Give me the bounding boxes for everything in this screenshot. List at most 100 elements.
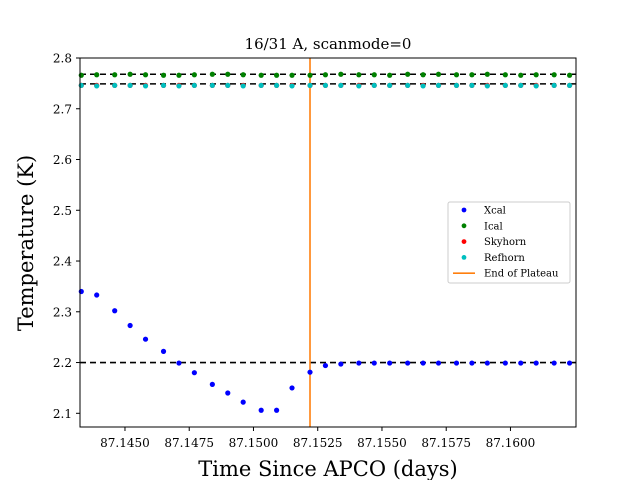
legend-marker-skyhorn [461, 239, 467, 245]
refhorn-point [225, 82, 231, 89]
ical-point [469, 72, 475, 78]
refhorn-point [551, 82, 557, 89]
refhorn-point [322, 82, 329, 89]
xcal-point [518, 360, 524, 366]
ical-point [405, 71, 411, 77]
refhorn-point [356, 83, 362, 89]
ical-point [289, 72, 295, 78]
xcal-point [387, 360, 393, 366]
xcal-point [94, 292, 100, 298]
refhorn-point [338, 82, 344, 89]
legend-marker-xcal [461, 207, 467, 213]
legend-label-xcal: Xcal [484, 206, 506, 217]
legend-label-skyhorn: Skyhorn [484, 237, 527, 248]
xcal-point [142, 336, 149, 342]
ical-point [78, 72, 84, 78]
ical-point [371, 72, 377, 78]
ical-point [112, 72, 118, 78]
legend-marker-refhorn [461, 255, 467, 260]
x-axis-label: Time Since APCO (days) [198, 457, 457, 480]
xcal-point [435, 360, 442, 366]
refhorn-point [127, 82, 133, 89]
chart-title: 16/31 A, scanmode=0 [245, 35, 412, 53]
ical-point [142, 72, 149, 78]
plot-area-frame [79, 57, 577, 428]
series-xcal [78, 288, 573, 413]
refhorn-point [502, 82, 508, 89]
ical-point [307, 72, 313, 78]
ical-point [566, 72, 573, 78]
x-tick-label: 87.1525 [293, 436, 343, 450]
ical-point [502, 72, 508, 78]
refhorn-point [533, 83, 539, 89]
x-tick-label: 87.1475 [164, 436, 214, 450]
y-axis-ticks: 2.1 2.2 2.3 2.4 2.5 2.6 2.7 2.8 [53, 52, 80, 421]
xcal-point [469, 360, 475, 366]
refhorn-point [453, 82, 460, 89]
xcal-point [225, 390, 231, 396]
xcal-point [274, 407, 280, 413]
ical-point [225, 71, 231, 77]
y-axis-label: Temperature (K) [14, 155, 38, 331]
xcal-point [420, 360, 426, 366]
x-axis-ticks: 87.1450 87.1475 87.1500 87.1525 87.1550 87.15… [100, 427, 535, 450]
refhorn-point [405, 82, 411, 89]
legend-box [447, 201, 571, 284]
refhorn-point [78, 82, 84, 89]
y-tick-label: 2.8 [53, 52, 72, 66]
refhorn-point [176, 83, 182, 89]
xcal-point [209, 381, 215, 387]
y-tick-label: 2.6 [53, 153, 72, 167]
ical-point [127, 71, 133, 77]
ical-point [209, 71, 215, 77]
xcal-point [551, 360, 557, 366]
ical-point [240, 72, 246, 78]
ical-point [453, 72, 460, 78]
refhorn-point [435, 82, 442, 89]
ical-point [435, 71, 442, 77]
refhorn-point [112, 82, 118, 89]
legend: Xcal Ical Skyhorn Refhorn End of Plateau [447, 201, 571, 284]
ical-point [533, 72, 539, 78]
xcal-point [566, 360, 573, 366]
refhorn-point [274, 82, 280, 89]
legend-label-end-of-plateau: End of Plateau [484, 269, 559, 280]
ical-point [176, 72, 182, 78]
xcal-point [322, 362, 329, 369]
refhorn-point [142, 83, 149, 89]
refhorn-point [420, 83, 426, 89]
x-tick-label: 87.1575 [421, 436, 471, 450]
xcal-point [258, 407, 264, 413]
ical-point [356, 72, 362, 78]
xcal-point [289, 385, 295, 391]
xcal-point [371, 360, 377, 366]
y-tick-label: 2.5 [53, 204, 72, 218]
refhorn-point [371, 82, 377, 89]
ical-point [551, 72, 557, 78]
xcal-point [533, 360, 539, 366]
ical-point [191, 72, 197, 78]
legend-label-ical: Ical [484, 221, 503, 232]
series-ical [78, 71, 573, 78]
ical-point [518, 72, 524, 78]
refhorn-point [160, 82, 167, 89]
refhorn-point [566, 82, 573, 89]
ical-point [160, 72, 167, 78]
xcal-point [453, 360, 460, 366]
xcal-point [484, 360, 490, 366]
x-tick-label: 87.1600 [486, 436, 536, 450]
ical-point [338, 71, 344, 77]
ical-point [94, 72, 100, 78]
legend-marker-ical [461, 223, 467, 229]
refhorn-point [518, 82, 524, 89]
ical-point [484, 71, 490, 77]
refhorn-point [307, 82, 313, 89]
xcal-point [502, 360, 508, 366]
refhorn-point [258, 82, 264, 89]
data-points [78, 71, 573, 413]
y-tick-label: 2.7 [53, 102, 72, 116]
x-tick-label: 87.1450 [100, 436, 150, 450]
xcal-point [176, 360, 182, 366]
ical-point [274, 72, 280, 78]
